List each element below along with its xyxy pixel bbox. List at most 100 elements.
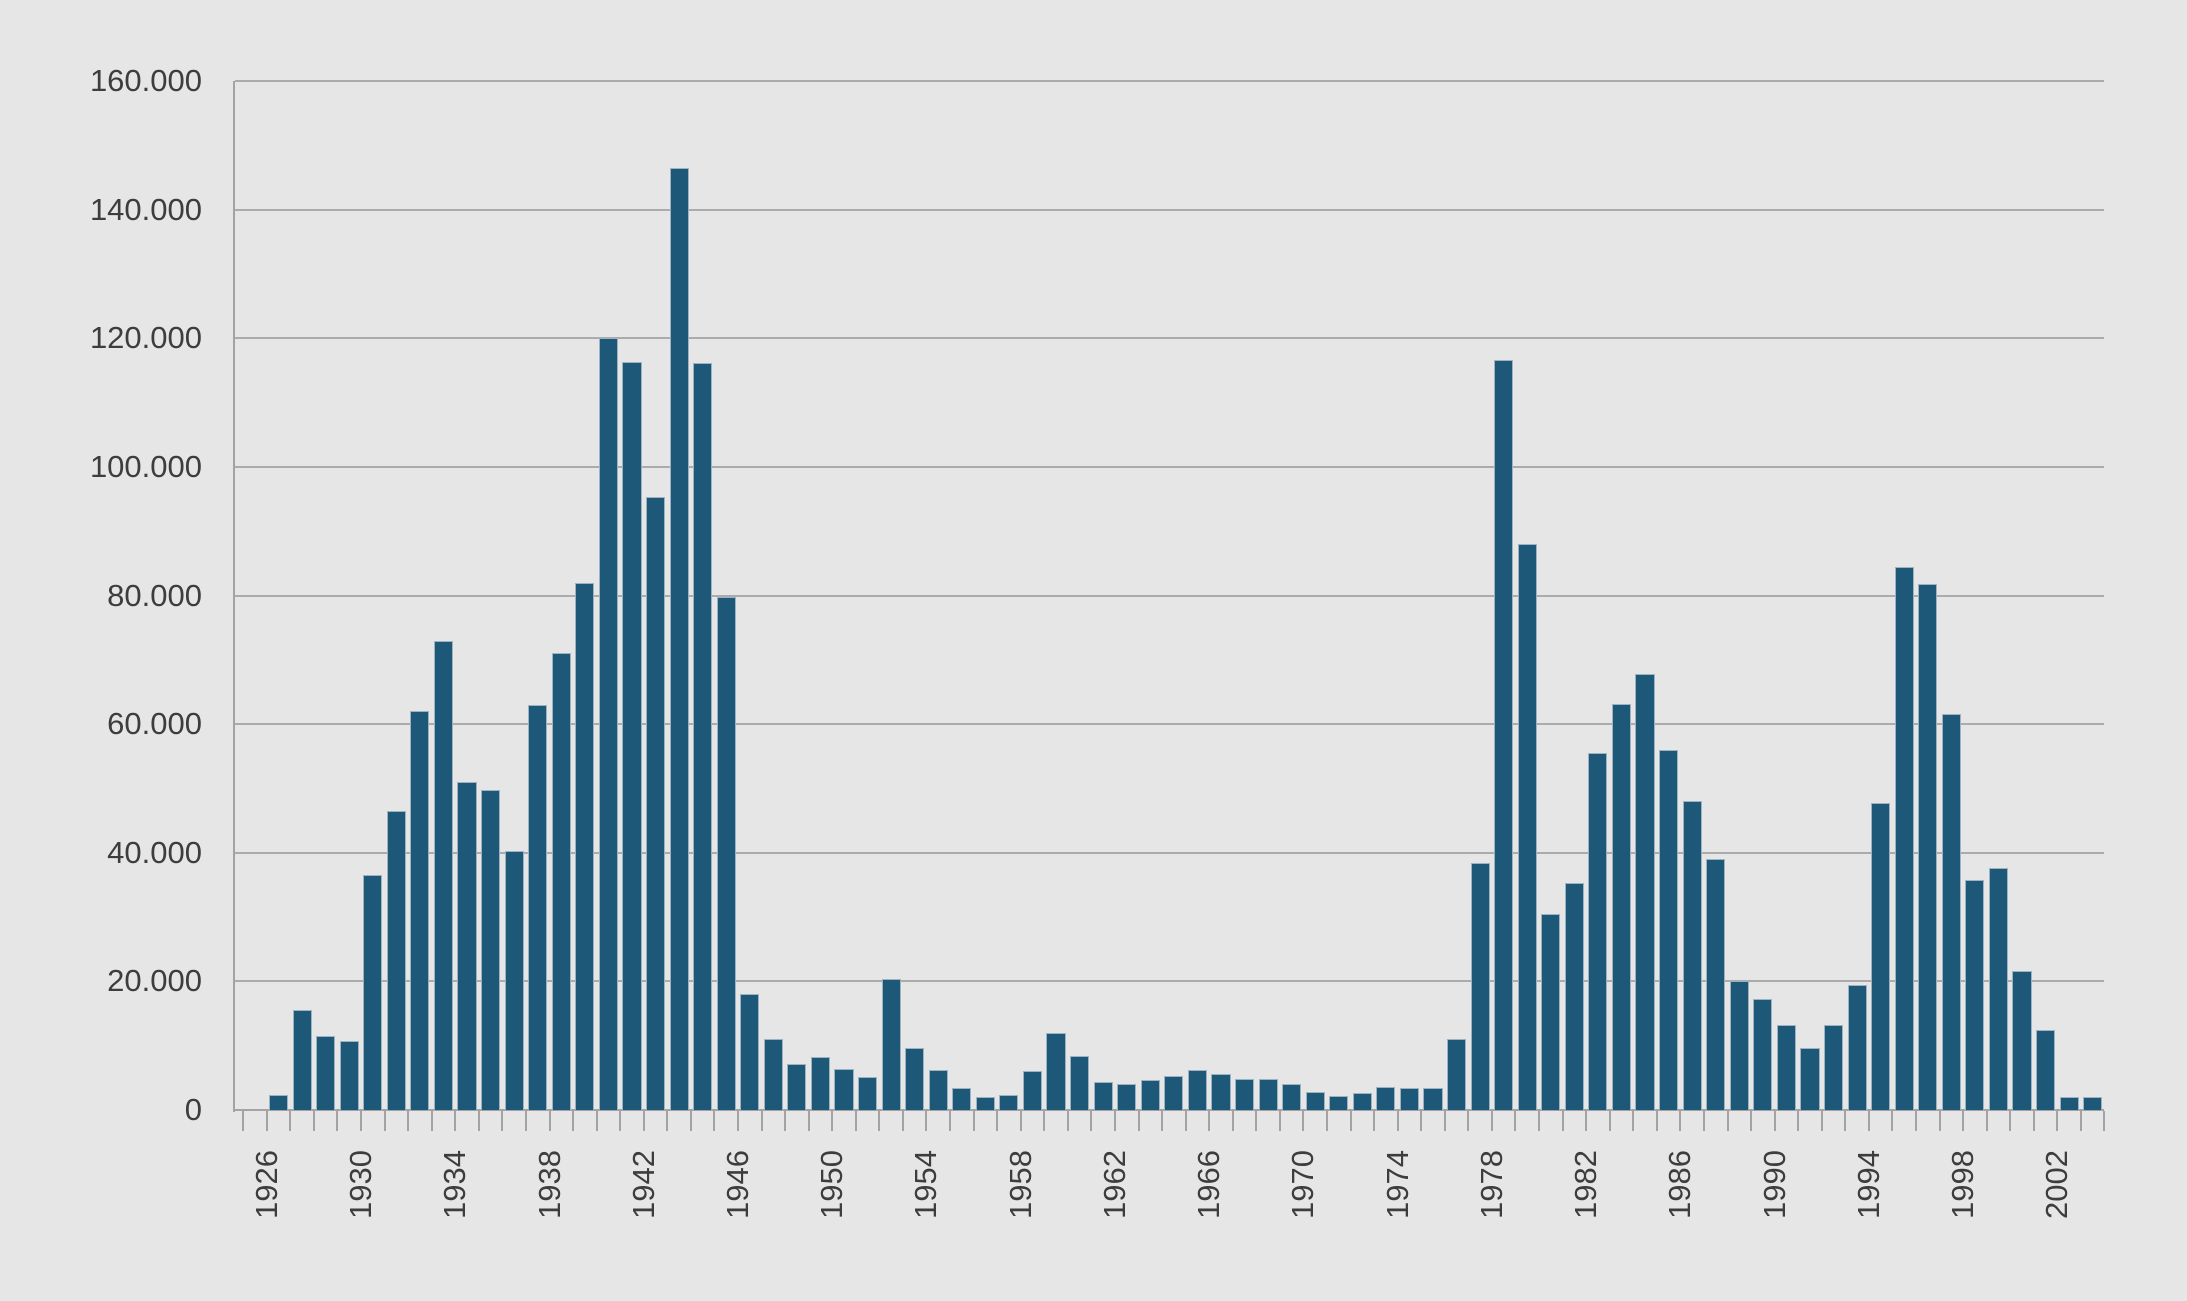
- x-axis-tick: [1349, 1111, 1352, 1131]
- x-axis-tick: [854, 1111, 857, 1131]
- x-axis-tick: [831, 1111, 834, 1131]
- bar: [622, 362, 642, 1110]
- bar: [339, 1040, 359, 1110]
- gridline: [235, 594, 2104, 597]
- bar: [810, 1057, 830, 1110]
- bar: [1093, 1081, 1113, 1110]
- bar: [1399, 1087, 1419, 1110]
- bar: [575, 582, 595, 1110]
- x-axis-label: 1966: [1191, 1150, 1227, 1219]
- bar: [363, 875, 383, 1110]
- bar: [1352, 1092, 1372, 1110]
- x-axis-tick: [1137, 1111, 1140, 1131]
- x-axis-tick: [1797, 1111, 1800, 1131]
- gridline: [235, 337, 2104, 340]
- x-axis-tick: [289, 1111, 292, 1131]
- x-axis-tick: [901, 1111, 904, 1131]
- x-axis-tick: [572, 1111, 574, 1131]
- y-axis-label: 120.000: [89, 320, 202, 356]
- bar: [1541, 913, 1561, 1110]
- x-axis-tick: [1396, 1111, 1399, 1131]
- x-axis-tick: [1655, 1111, 1658, 1131]
- x-axis-tick: [1184, 1111, 1187, 1131]
- x-axis-tick: [1702, 1111, 1705, 1131]
- gridline: [235, 723, 2104, 726]
- bar: [1258, 1079, 1278, 1110]
- x-axis-label: 1990: [1756, 1150, 1792, 1219]
- bar: [1211, 1074, 1231, 1110]
- bar: [2059, 1097, 2079, 1110]
- x-axis-label: 1958: [1002, 1150, 1038, 1219]
- y-axis-label: 60.000: [107, 706, 202, 742]
- bar: [1305, 1092, 1325, 1110]
- y-axis-label: 40.000: [107, 834, 202, 870]
- x-axis-label: 1954: [908, 1150, 944, 1219]
- x-axis-tick: [760, 1111, 763, 1131]
- bar: [1140, 1079, 1160, 1110]
- x-axis-label: 1926: [248, 1150, 284, 1219]
- x-axis-tick: [2032, 1111, 2035, 1131]
- x-axis-tick: [2056, 1111, 2059, 1131]
- x-axis-tick: [1915, 1111, 1917, 1131]
- x-axis-label: 1974: [1379, 1150, 1415, 1219]
- x-axis-tick: [430, 1111, 433, 1131]
- bar: [551, 653, 571, 1110]
- x-axis-tick: [996, 1111, 999, 1131]
- x-axis-tick: [1113, 1111, 1116, 1131]
- bar: [928, 1070, 948, 1110]
- y-axis-line: [233, 81, 235, 1112]
- x-axis-label: 1982: [1568, 1150, 1604, 1219]
- x-axis-tick: [360, 1111, 362, 1131]
- bar: [316, 1036, 336, 1110]
- x-axis-tick: [1632, 1111, 1635, 1131]
- y-axis-label: 140.000: [89, 191, 202, 227]
- y-axis-label: 0: [184, 1092, 202, 1127]
- x-axis-label: 1970: [1285, 1150, 1321, 1219]
- bar: [1800, 1048, 1820, 1110]
- x-axis-label: 1978: [1473, 1150, 1509, 1219]
- x-axis-tick: [1585, 1111, 1588, 1131]
- bar: [1635, 674, 1655, 1110]
- bar: [1729, 981, 1749, 1110]
- x-axis-label: 1946: [720, 1150, 755, 1219]
- x-axis-tick: [878, 1111, 881, 1131]
- bar: [1847, 984, 1867, 1110]
- x-axis-label: 1950: [814, 1150, 850, 1219]
- bar: [740, 994, 760, 1110]
- x-axis-tick: [1514, 1111, 1517, 1131]
- bar: [905, 1048, 925, 1110]
- bar: [763, 1039, 783, 1110]
- bar: [1918, 583, 1938, 1110]
- x-axis-tick: [1985, 1111, 1988, 1131]
- x-axis-tick: [336, 1111, 339, 1131]
- x-axis-tick: [1938, 1111, 1941, 1131]
- x-axis-tick: [1019, 1111, 1022, 1131]
- x-axis-tick: [1561, 1111, 1564, 1131]
- x-axis-tick: [807, 1111, 810, 1131]
- bar: [975, 1096, 995, 1110]
- x-axis-label: 1942: [625, 1150, 661, 1219]
- bar: [693, 363, 713, 1110]
- x-axis-tick: [713, 1111, 716, 1131]
- x-axis-tick: [1278, 1111, 1281, 1131]
- x-axis-tick: [477, 1111, 480, 1131]
- x-axis-tick: [949, 1111, 951, 1131]
- bar: [433, 640, 454, 1110]
- bar: [1046, 1032, 1066, 1110]
- x-axis-label: 1994: [1850, 1150, 1886, 1219]
- bar: [410, 711, 430, 1110]
- bar: [858, 1077, 878, 1110]
- bar: [952, 1088, 972, 1110]
- x-axis-tick: [1962, 1111, 1965, 1131]
- bar: [1022, 1070, 1043, 1110]
- gridline: [235, 80, 2104, 82]
- bar: [481, 790, 501, 1110]
- x-axis-label: 1986: [1662, 1150, 1698, 1219]
- bar: [1706, 859, 1726, 1110]
- bar: [999, 1095, 1019, 1110]
- x-axis-line: [233, 1109, 2104, 1111]
- x-axis-tick: [501, 1111, 504, 1131]
- gridline: [235, 208, 2104, 211]
- bar: [1234, 1079, 1255, 1110]
